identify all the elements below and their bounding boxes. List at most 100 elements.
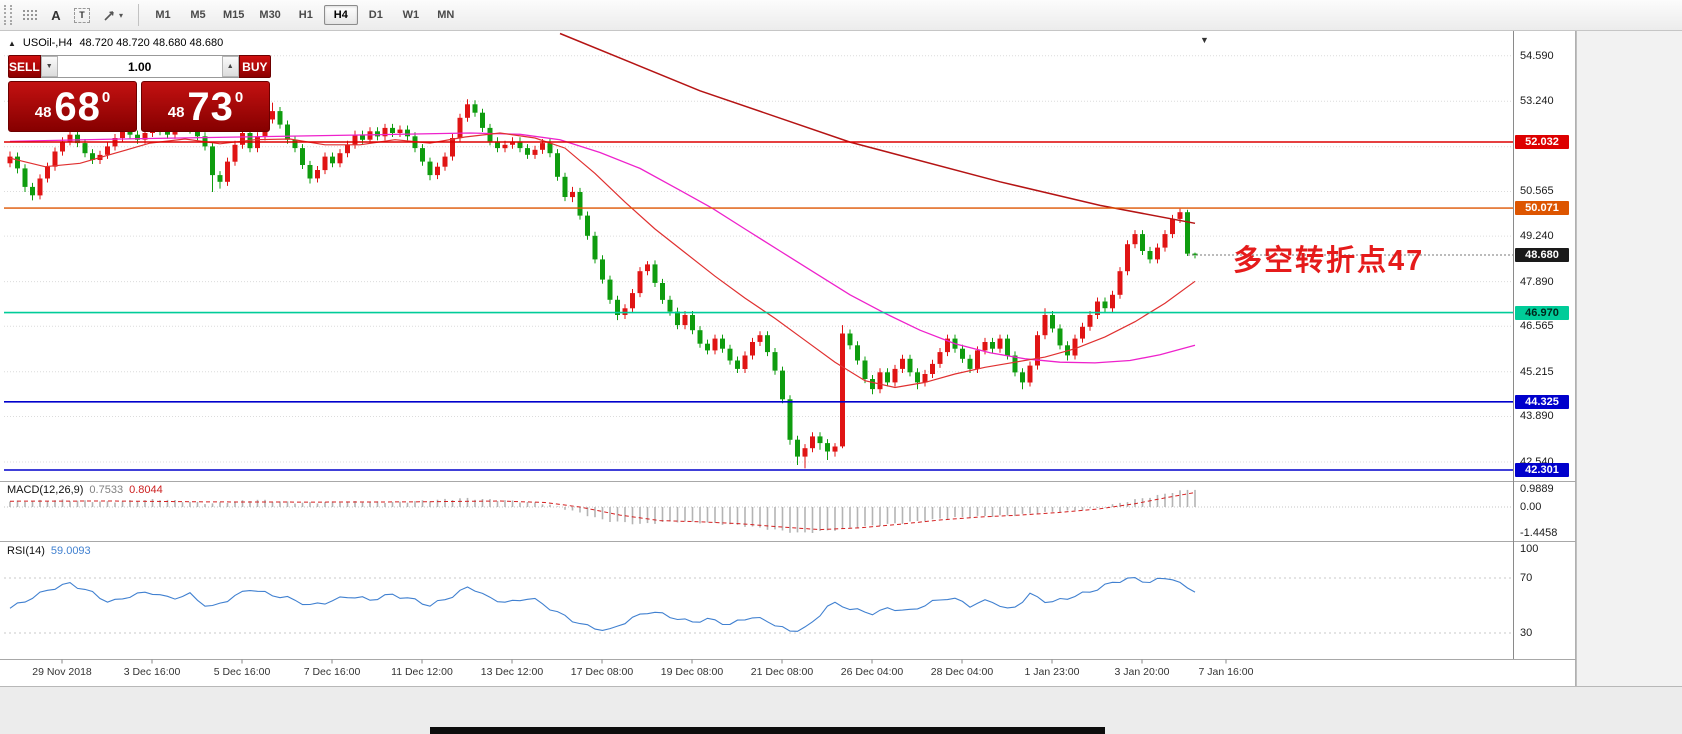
price-axis-label: 50.565 [1520,185,1554,198]
candle-body [660,283,665,300]
candle-body [442,156,448,167]
timeframe-button-m5[interactable]: M5 [190,9,206,21]
chart-shift-icon[interactable]: ▼ [1200,35,1209,45]
chart-canvas[interactable] [0,31,1576,686]
grid-icon[interactable] [18,3,42,27]
candle-body [690,315,695,331]
price-badge-52.032: 52.032 [1515,135,1569,149]
candle-body [1170,218,1175,235]
time-axis[interactable]: 29 Nov 2018 3 Dec 16:00 5 Dec 16:00 7 Dec 1… [0,660,1513,686]
volume-input[interactable] [57,56,222,77]
timeframe-button-h4[interactable]: H4 [323,5,358,25]
label-tool-icon[interactable]: T [70,3,94,27]
buy-button[interactable]: BUY [238,55,271,78]
candle-body [525,148,530,155]
macd-axis-label: 0.9889 [1520,483,1554,496]
time-axis-label: 7 Dec 16:00 [303,666,361,678]
price-axis-label: 54.590 [1520,49,1554,62]
sell-button[interactable]: SELL [8,55,41,78]
arrows-tool-icon[interactable]: ▾ [96,3,130,27]
rsi-line [9,577,1196,632]
candle-body [900,358,905,369]
candle-body [825,443,830,452]
candle-body [877,372,883,390]
candle-body [1192,253,1198,255]
candle-body [345,144,350,154]
candle-body [7,156,13,164]
candle-body [405,129,410,137]
candle-body [607,279,613,300]
time-axis-label: 21 Dec 08:00 [750,666,814,678]
ma-slow-magenta [9,132,1196,364]
candle-body [930,363,935,374]
candle-body [802,448,808,457]
candle-body [390,127,395,133]
candle-body [315,170,320,179]
candle-body [232,144,238,162]
candle-body [210,146,215,176]
timeframe-button-mn[interactable]: MN [437,9,455,21]
trade-controls-row: SELL ▼ ▲ BUY [8,55,271,78]
candle-body [1125,244,1130,272]
candle-body [990,342,995,349]
candle-body [547,143,553,154]
time-axis-label: 28 Dec 04:00 [930,666,994,678]
candle-body [570,192,575,198]
price-axis[interactable]: 54.590 53.240 50.565 49.240 47.890 46.565 45.2… [1514,31,1576,686]
candle-body [502,144,508,149]
candle-body [307,165,313,179]
candle-body [420,148,425,162]
candle-body [907,358,913,373]
candle-body [922,374,928,383]
candle-body [127,131,133,135]
candle-body [862,360,868,379]
candle-body [817,436,823,444]
timeframe-group: M1 M5 M15 M30 H1 H4 D1 W1 MN [146,5,464,25]
volume-increase-button[interactable]: ▲ [221,56,239,77]
sell-price-sup: 0 [101,89,111,106]
price-axis-label: 47.890 [1520,275,1554,288]
candle-body [225,161,230,182]
candle-body [217,175,223,182]
timeframe-button-d1[interactable]: D1 [368,9,383,21]
candle-body [37,178,43,196]
candle-body [975,350,980,369]
sell-price-display[interactable]: 48 68 0 [8,81,137,132]
timeframe-button-h1[interactable]: H1 [298,9,313,21]
candle-body [382,127,388,137]
ohlc-values: 48.720 48.720 48.680 48.680 [79,37,224,49]
candle-body [165,131,170,135]
candle-body [292,139,298,149]
symbol-period-label: USOil-,H4 [22,37,73,49]
candle-body [600,259,605,280]
candle-body [22,168,28,187]
timeframe-button-m1[interactable]: M1 [155,9,171,21]
volume-decrease-button[interactable]: ▼ [40,56,58,77]
candle-body [195,129,200,137]
candle-body [712,338,718,351]
timeframe-button-m15[interactable]: M15 [223,9,245,21]
toolbar-separator [138,4,139,26]
candle-body [555,153,560,177]
toolbar-grip[interactable] [4,5,12,25]
text-tool-icon[interactable]: A [44,3,68,27]
candle-body [1080,326,1085,339]
timeframe-button-w1[interactable]: W1 [402,9,420,21]
candle-body [270,111,275,120]
macd-name: MACD(12,26,9) [7,484,84,496]
buy-price-display[interactable]: 48 73 0 [141,81,270,132]
candle-body [300,148,305,165]
candle-body [637,271,643,294]
macd-axis-label: 0.00 [1520,501,1542,513]
candle-body [367,131,373,140]
candle-body [142,133,148,140]
candle-body [810,436,815,449]
price-axis-label: 53.240 [1520,95,1554,108]
timeframe-button-m30[interactable]: M30 [259,9,281,21]
candle-body [1012,355,1018,373]
candle-body [967,358,973,369]
candle-body [982,342,988,351]
time-axis-label: 19 Dec 08:00 [660,666,724,678]
collapse-panel-icon[interactable]: ▲ [8,38,16,48]
candle-body [427,161,433,176]
